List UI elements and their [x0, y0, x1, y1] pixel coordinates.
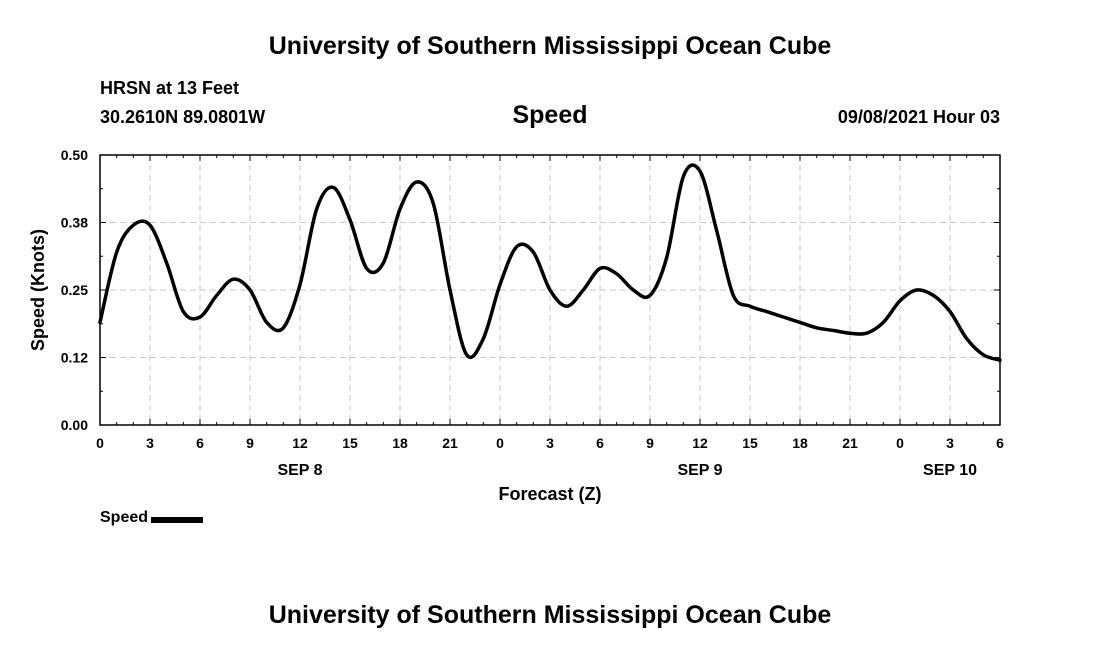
x-tick-label: 6	[196, 435, 204, 451]
footer-title: University of Southern Mississippi Ocean…	[268, 601, 832, 629]
y-tick-label: 0.38	[61, 215, 88, 231]
y-tick-label: 0.50	[61, 147, 88, 163]
y-tick-label: 0.25	[61, 282, 88, 298]
series-line-speed	[98, 163, 1002, 362]
x-tick-label: 0	[96, 435, 104, 451]
x-tick-label: 9	[646, 435, 654, 451]
x-tick-label: 9	[246, 435, 254, 451]
day-label: SEP 10	[923, 462, 977, 479]
day-label: SEP 9	[677, 462, 722, 479]
y-axis-label: Speed (Knots)	[28, 229, 48, 351]
x-axis-label: Forecast (Z)	[498, 484, 601, 504]
x-tick-label: 21	[442, 435, 458, 451]
axis-labels: 0 3 6 9 12 15 18 21 0 3 6 9 12 15 18 21 0 3 6 0.00 0.12 0.25 0…	[61, 147, 1004, 479]
series-layer	[98, 163, 1002, 362]
x-tick-label: 12	[692, 435, 708, 451]
x-tick-label: 18	[392, 435, 408, 451]
y-tick-label: 0.12	[61, 350, 88, 366]
y-tick-label: 0.00	[61, 417, 88, 433]
x-tick-label: 15	[742, 435, 758, 451]
day-label: SEP 8	[277, 462, 322, 479]
x-tick-label: 15	[342, 435, 358, 451]
x-tick-label: 0	[896, 435, 904, 451]
station-coordinates: 30.2610N 89.0801W	[100, 107, 266, 127]
chart-title: University of Southern Mississippi Ocean…	[268, 32, 832, 60]
station-label: HRSN at 13 Feet	[100, 78, 240, 98]
x-tick-label: 18	[792, 435, 808, 451]
legend-swatch	[151, 517, 204, 523]
legend-label: Speed	[100, 509, 149, 526]
x-tick-label: 3	[546, 435, 554, 451]
forecast-timestamp: 09/08/2021 Hour 03	[837, 107, 1000, 127]
x-tick-label: 3	[146, 435, 154, 451]
legend: Speed	[100, 509, 204, 527]
x-tick-label: 21	[842, 435, 858, 451]
x-tick-label: 6	[596, 435, 604, 451]
x-tick-label: 12	[292, 435, 308, 451]
x-tick-label: 0	[496, 435, 504, 451]
x-tick-label: 6	[996, 435, 1004, 451]
variable-title: Speed	[512, 101, 588, 129]
axis-ticks	[99, 154, 1001, 426]
x-tick-label: 3	[946, 435, 954, 451]
